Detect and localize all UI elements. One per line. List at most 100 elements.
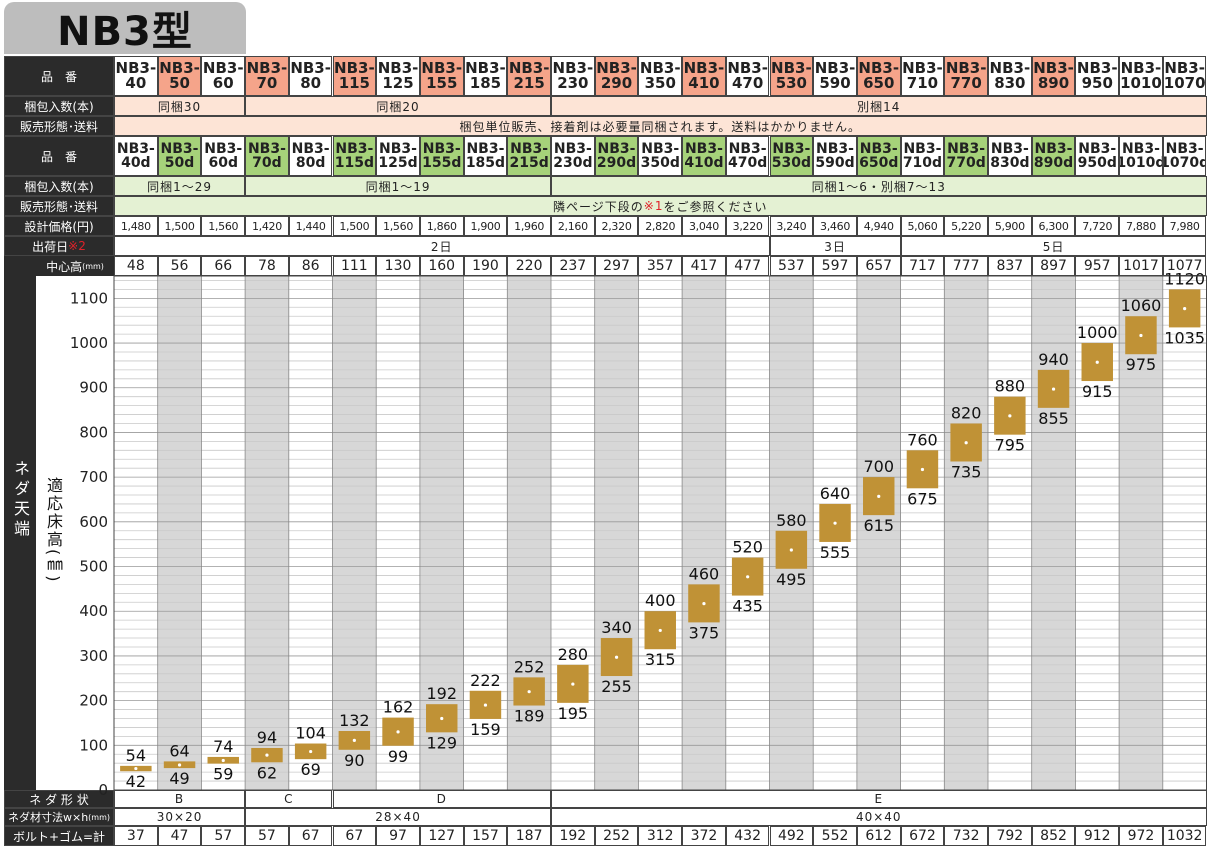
part-no-24: NB3- 1070 — [1162, 56, 1207, 96]
chart-column-shade — [682, 276, 726, 790]
part-suffix: 50d — [164, 155, 195, 171]
part-suffix: 50 — [169, 74, 190, 92]
part-suffix: 650d — [859, 155, 899, 171]
shape-group-1: C — [245, 790, 333, 808]
size-group-2: 40×40 — [551, 808, 1207, 826]
part-no-6: NB3- 125 — [376, 56, 420, 96]
part-no-19: NB3- 770 — [944, 56, 988, 96]
part-suffix: 185d — [465, 155, 506, 171]
part-suffix: 830d — [990, 155, 1030, 171]
chart-column-shade — [157, 276, 202, 790]
part-suffix: 1070 — [1163, 74, 1206, 92]
part-suffix: 590d — [815, 155, 855, 171]
price-20: 5,900 — [988, 216, 1032, 236]
center-dot — [1051, 387, 1056, 391]
chart-column-shade — [419, 276, 464, 790]
center-height-2: 66 — [201, 256, 246, 276]
low-label: 855 — [1038, 409, 1069, 428]
part-prefix: NB3- — [1033, 59, 1074, 77]
pack-group-2: 別梱14 — [551, 96, 1207, 116]
center-dot — [1139, 333, 1143, 338]
high-label: 64 — [169, 741, 189, 760]
y-tick-label: 900 — [79, 379, 108, 397]
part-no-d-19: NB3- 770d — [944, 136, 988, 176]
part-prefix: NB3- — [903, 141, 942, 157]
bolt-9: 187 — [507, 826, 551, 846]
ship-group-0: 2日 — [114, 236, 770, 256]
price-15: 3,240 — [769, 216, 814, 236]
price-10: 2,160 — [551, 216, 595, 236]
part-suffix: 350 — [644, 74, 676, 92]
part-suffix: 185 — [469, 74, 502, 92]
bolt-2: 57 — [201, 826, 246, 846]
part-suffix: 230 — [557, 74, 589, 92]
bolt-19: 732 — [944, 826, 988, 846]
bolt-0: 37 — [114, 826, 158, 846]
center-dot — [658, 628, 662, 633]
bolt-13: 372 — [682, 826, 726, 846]
high-label: 580 — [776, 511, 807, 530]
part-suffix: 125 — [382, 74, 414, 92]
low-label: 615 — [863, 516, 894, 535]
y-tick-label: 100 — [79, 736, 108, 754]
part-prefix: NB3- — [510, 141, 549, 157]
part-no-21: NB3- 890 — [1031, 56, 1076, 96]
label-pack-qty: 梱包入数(本) — [4, 96, 114, 116]
part-no-d-20: NB3- 830d — [988, 136, 1032, 176]
range-bar — [775, 530, 808, 569]
bolt-22: 912 — [1075, 826, 1120, 846]
label-price: 設計価格(円) — [4, 216, 114, 236]
center-height-22: 957 — [1075, 256, 1120, 276]
part-prefix: NB3- — [641, 141, 680, 157]
price-23: 7,880 — [1119, 216, 1163, 236]
label-pack-qty-d: 梱包入数(本) — [4, 176, 114, 196]
center-dot — [440, 716, 444, 721]
low-label: 189 — [514, 707, 545, 726]
part-suffix: 470d — [728, 155, 768, 171]
part-suffix: 350d — [640, 155, 680, 171]
shape-group-2: D — [332, 790, 551, 808]
part-no-d-14: NB3- 470d — [725, 136, 770, 176]
center-dot — [1183, 307, 1187, 311]
center-height-20: 837 — [988, 256, 1032, 276]
price-16: 3,460 — [813, 216, 857, 236]
part-no-13: NB3- 410 — [682, 56, 726, 96]
part-prefix: NB3- — [727, 59, 768, 77]
range-bar — [513, 677, 545, 706]
price-4: 1,440 — [288, 216, 333, 236]
part-prefix: NB3- — [204, 141, 243, 157]
part-no-d-24: NB3-1070d — [1162, 136, 1207, 176]
low-label: 435 — [732, 597, 763, 616]
part-no-d-18: NB3- 710d — [900, 136, 945, 176]
center-height-unit: (mm) — [82, 261, 104, 271]
label-sales-d: 販売形態･送料 — [4, 196, 114, 216]
chart-column-shade — [1031, 276, 1076, 790]
price-6: 1,560 — [376, 216, 420, 236]
side-label-inner: 適応床高(㎜) — [44, 476, 63, 584]
part-suffix: 80 — [300, 74, 322, 92]
part-suffix: 830 — [994, 74, 1026, 92]
price-18: 5,060 — [900, 216, 945, 236]
part-prefix: NB3- — [379, 141, 417, 157]
part-no-23: NB3- 1010 — [1119, 56, 1163, 96]
part-suffix: 155d — [422, 155, 462, 171]
price-11: 2,320 — [594, 216, 639, 236]
center-height-21: 897 — [1031, 256, 1076, 276]
range-bar — [600, 638, 633, 677]
range-bar — [294, 743, 327, 760]
part-no-d-8: NB3- 185d — [463, 136, 508, 176]
bolt-14: 432 — [725, 826, 770, 846]
center-dot — [702, 602, 706, 606]
high-label: 400 — [645, 591, 676, 610]
part-prefix: NB3- — [945, 59, 987, 77]
part-no-d-1: NB3- 50d — [157, 136, 202, 176]
part-suffix: 650 — [863, 74, 895, 92]
part-suffix: 950 — [1081, 74, 1113, 92]
part-prefix: NB3- — [508, 59, 550, 77]
high-label: 94 — [257, 728, 277, 747]
high-label: 192 — [426, 684, 457, 703]
part-prefix: NB3- — [1076, 59, 1118, 77]
part-prefix: NB3- — [684, 141, 723, 157]
high-label: 1000 — [1077, 323, 1118, 342]
part-prefix: NB3- — [902, 59, 943, 77]
